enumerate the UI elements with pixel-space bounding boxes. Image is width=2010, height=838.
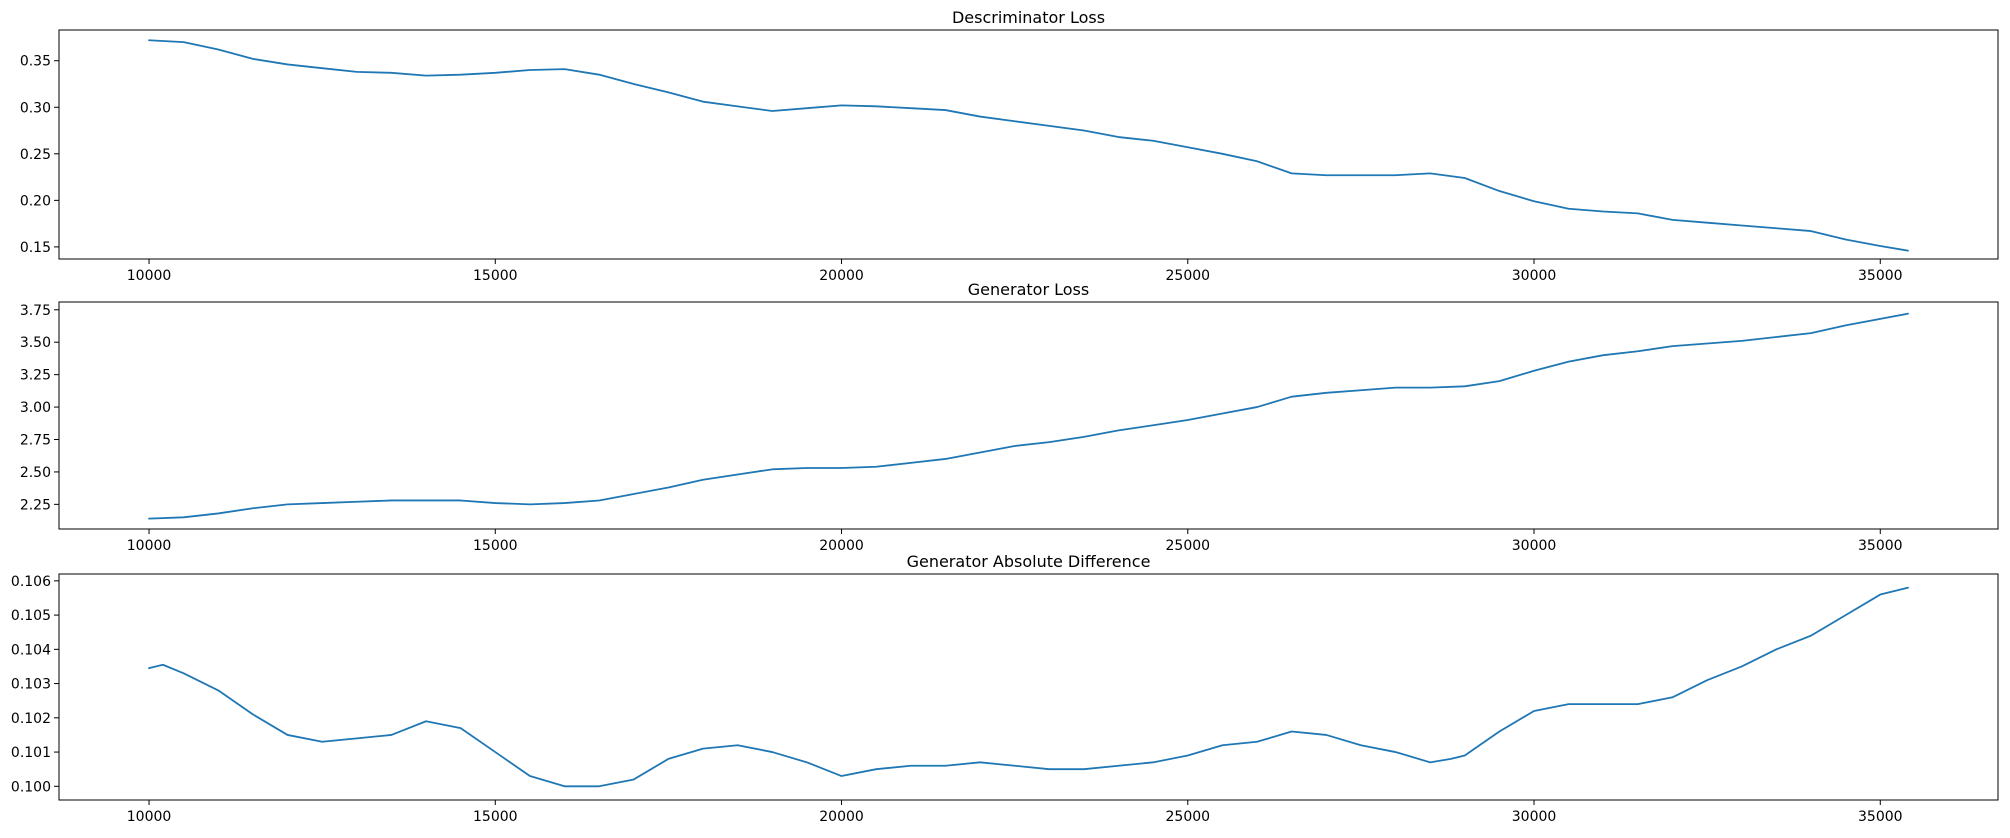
y-tick-label-2-1: 2.25 [20, 497, 51, 513]
x-tick-label-1-4: 25000 [1166, 268, 1211, 284]
y-tick-label-1-2: 0.20 [20, 193, 51, 209]
subplot-1: 10000 15000 20000 25000 30000 35000 0.15 0.20 0.… [20, 8, 1999, 284]
x-tick-label-1-2: 15000 [473, 268, 518, 284]
y-tick-label-3-5: 0.104 [11, 642, 51, 658]
axes-frame-2 [58, 301, 1999, 530]
x-tick-label-1-6: 35000 [1858, 268, 1903, 284]
y-tick-label-3-4: 0.103 [11, 677, 51, 693]
x-tick-label-2-5: 30000 [1512, 538, 1557, 554]
x-tick-label-3-3: 20000 [819, 809, 864, 825]
y-tick-label-3-3: 0.102 [11, 711, 51, 727]
x-tick-label-2-4: 25000 [1166, 538, 1211, 554]
x-tick-label-3-1: 10000 [127, 809, 172, 825]
x-tick-label-2-1: 10000 [127, 538, 172, 554]
axes-frame-3 [58, 573, 1999, 801]
y-tick-label-3-1: 0.100 [11, 779, 51, 795]
x-tick-label-3-4: 25000 [1166, 809, 1211, 825]
y-tick-label-2-2: 2.50 [20, 465, 51, 481]
x-tick-label-2-6: 35000 [1858, 538, 1903, 554]
x-tick-label-1-1: 10000 [127, 268, 172, 284]
series-line-2-1 [148, 312, 1909, 520]
subplot-title-1: Descriminator Loss [952, 8, 1105, 27]
series-line-3-1 [148, 586, 1909, 788]
y-tick-label-1-3: 0.25 [20, 147, 51, 163]
subplot-title-2: Generator Loss [968, 280, 1089, 299]
y-tick-label-1-5: 0.35 [20, 54, 51, 70]
y-tick-label-2-3: 2.75 [20, 432, 51, 448]
x-tick-label-2-3: 20000 [819, 538, 864, 554]
x-tick-label-2-2: 15000 [473, 538, 518, 554]
subplot-title-3: Generator Absolute Difference [907, 552, 1151, 571]
series-line-1-1 [148, 39, 1909, 252]
y-tick-label-2-4: 3.00 [20, 400, 51, 416]
y-tick-label-2-5: 3.25 [20, 368, 51, 384]
subplot-2: 10000 15000 20000 25000 30000 35000 2.25 2.50 2.… [20, 280, 1999, 554]
y-tick-label-1-1: 0.15 [20, 240, 51, 256]
x-tick-label-1-5: 30000 [1512, 268, 1557, 284]
y-tick-label-3-2: 0.101 [11, 745, 51, 761]
x-tick-label-3-2: 15000 [473, 809, 518, 825]
y-tick-label-3-6: 0.105 [11, 608, 51, 624]
x-tick-label-1-3: 20000 [819, 268, 864, 284]
y-tick-label-1-4: 0.30 [20, 100, 51, 116]
x-tick-label-3-6: 35000 [1858, 809, 1903, 825]
x-tick-label-3-5: 30000 [1512, 809, 1557, 825]
axes-frame-1 [58, 29, 1999, 260]
y-tick-label-3-7: 0.106 [11, 574, 51, 590]
subplot-3: 10000 15000 20000 25000 30000 35000 0.100 0.101… [11, 552, 1999, 825]
y-tick-label-2-7: 3.75 [20, 303, 51, 319]
y-tick-label-2-6: 3.50 [20, 335, 51, 351]
